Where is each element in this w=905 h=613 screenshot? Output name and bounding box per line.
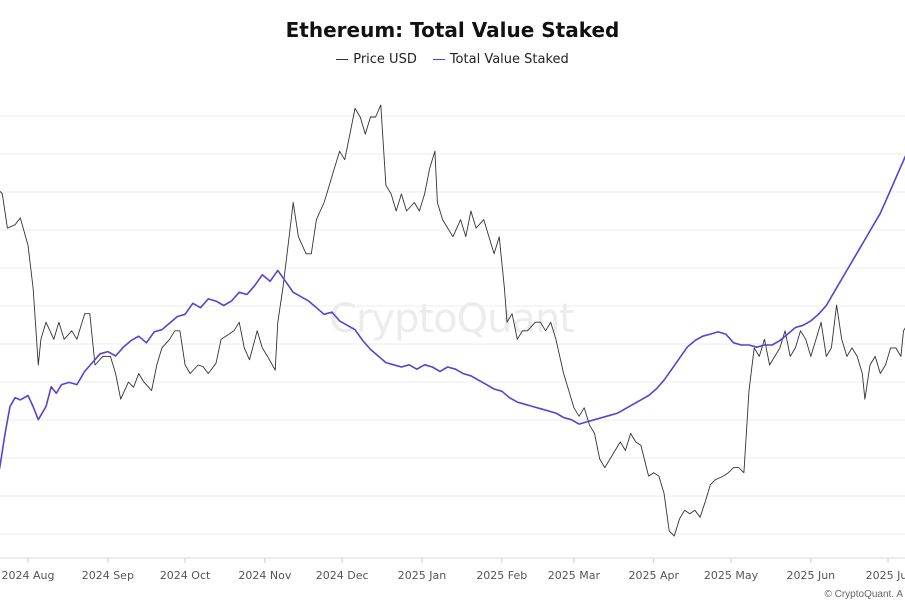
x-tick-label-5: 2025 Jan bbox=[398, 569, 446, 582]
x-tick-label-7: 2025 Mar bbox=[548, 569, 601, 582]
legend: Price USD Total Value Staked bbox=[0, 52, 905, 67]
x-tick-label-10: 2025 Jun bbox=[786, 569, 835, 582]
x-tick-label-0: 2024 Aug bbox=[2, 569, 55, 582]
x-tick-label-2: 2024 Oct bbox=[160, 569, 211, 582]
x-axis-ticks: 2024 Aug 2024 Sep 2024 Oct 2024 Nov 2024 Dec… bbox=[2, 558, 905, 582]
legend-item-total-value-staked[interactable]: Total Value Staked bbox=[432, 52, 569, 67]
gridlines bbox=[0, 115, 905, 535]
x-tick-label-4: 2024 Dec bbox=[316, 569, 369, 582]
series-line-total-value-staked[interactable] bbox=[0, 132, 905, 479]
legend-label-price: Price USD bbox=[353, 52, 417, 67]
series-line-price-usd[interactable] bbox=[0, 104, 905, 537]
x-tick-label-9: 2025 May bbox=[704, 569, 759, 582]
legend-label-total-value-staked: Total Value Staked bbox=[449, 52, 569, 67]
x-tick-label-8: 2025 Apr bbox=[628, 569, 679, 582]
x-tick-label-11: 2025 Jul bbox=[866, 569, 905, 582]
x-tick-label-3: 2024 Nov bbox=[238, 569, 291, 582]
series-layer bbox=[0, 104, 905, 537]
x-tick-label-1: 2024 Sep bbox=[82, 569, 134, 582]
x-tick-label-6: 2025 Feb bbox=[476, 569, 527, 582]
chart-title: Ethereum: Total Value Staked bbox=[285, 18, 620, 42]
legend-item-price[interactable]: Price USD bbox=[336, 52, 417, 67]
credit-text: © CryptoQuant. A bbox=[824, 589, 903, 600]
watermark-logo: CryptoQuant bbox=[329, 296, 575, 342]
legend-swatch-price bbox=[336, 59, 349, 60]
legend-swatch-total-value-staked bbox=[432, 59, 445, 60]
